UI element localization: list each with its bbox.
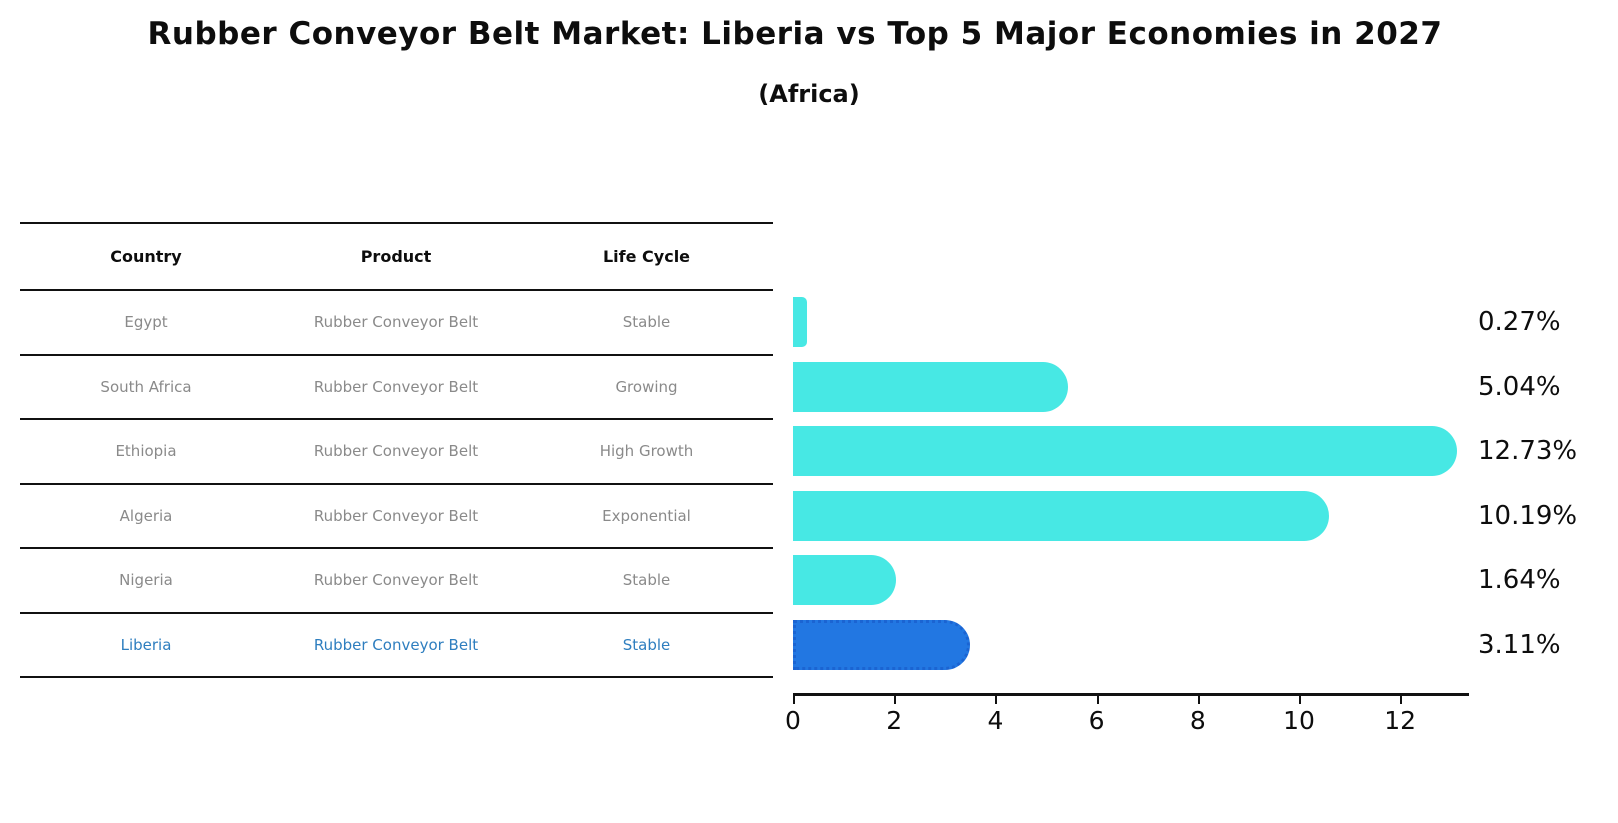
table-row-algeria: Algeria Rubber Conveyor Belt Exponential (20, 485, 773, 549)
x-tick-12 (1400, 695, 1403, 704)
product-cell: Rubber Conveyor Belt (313, 377, 479, 396)
product-cell: Rubber Conveyor Belt (313, 313, 479, 332)
bar-nigeria (793, 555, 896, 605)
bar-algeria (793, 490, 1329, 541)
life-cycle-cell: Exponential (602, 506, 691, 525)
value-label-liberia: 3.11% (1478, 629, 1561, 660)
life-cycle-cell: Stable (622, 313, 671, 332)
product-cell: Rubber Conveyor Belt (313, 571, 479, 590)
x-tick-label-12: 12 (1384, 706, 1417, 735)
country-cell: Algeria (119, 506, 173, 525)
x-tick-6 (1096, 695, 1099, 704)
country-cell: South Africa (100, 377, 192, 396)
table-row-nigeria: Nigeria Rubber Conveyor Belt Stable (20, 549, 773, 614)
value-label-egypt: 0.27% (1478, 307, 1561, 337)
life-cycle-cell: Growing (615, 377, 678, 396)
bar-egypt (793, 297, 807, 347)
x-tick-label-8: 8 (1189, 706, 1206, 735)
table-header-country: Country (110, 247, 182, 266)
x-tick-label-2: 2 (886, 706, 903, 735)
table-row-liberia: Liberia Rubber Conveyor Belt Stable (20, 614, 773, 678)
value-label-ethiopia: 12.73% (1478, 436, 1578, 466)
x-tick-2 (894, 695, 897, 704)
x-axis-line (793, 693, 1469, 696)
chart-subtitle: (Africa) (758, 80, 860, 108)
life-cycle-cell: High Growth (599, 442, 694, 461)
value-label-nigeria: 1.64% (1478, 565, 1561, 595)
country-cell: Nigeria (119, 571, 173, 590)
bar-liberia (793, 619, 971, 670)
product-cell: Rubber Conveyor Belt (313, 635, 479, 654)
x-tick-4 (995, 695, 998, 704)
country-cell: Egypt (124, 313, 168, 332)
x-tick-0 (793, 695, 795, 704)
table-header-life-cycle: Life Cycle (602, 247, 691, 266)
table-row-south-africa: South Africa Rubber Conveyor Belt Growing (20, 356, 773, 420)
x-tick-10 (1299, 695, 1301, 704)
country-table: Country Product Life Cycle Egypt Rubber Conv… (20, 222, 773, 678)
value-label-south-africa: 5.04% (1478, 371, 1561, 402)
x-tick-label-10: 10 (1283, 706, 1315, 735)
bar-ethiopia (793, 426, 1458, 476)
product-cell: Rubber Conveyor Belt (313, 506, 479, 525)
country-cell: Ethiopia (115, 442, 177, 461)
x-tick-label-6: 6 (1088, 706, 1105, 735)
country-cell: Liberia (120, 635, 172, 654)
value-label-algeria: 10.19% (1478, 500, 1578, 531)
product-cell: Rubber Conveyor Belt (313, 442, 479, 461)
life-cycle-cell: Stable (622, 635, 671, 654)
chart-title: Rubber Conveyor Belt Market: Liberia vs … (147, 16, 1443, 52)
table-header-row: Country Product Life Cycle (20, 222, 773, 291)
x-tick-label-0: 0 (785, 706, 801, 735)
table-header-product: Product (360, 247, 432, 266)
bar-south-africa (793, 361, 1069, 412)
x-tick-label-4: 4 (987, 706, 1004, 735)
table-row-ethiopia: Ethiopia Rubber Conveyor Belt High Growth (20, 420, 773, 485)
x-tick-8 (1197, 695, 1200, 704)
life-cycle-cell: Stable (622, 571, 671, 590)
table-row-egypt: Egypt Rubber Conveyor Belt Stable (20, 291, 773, 356)
